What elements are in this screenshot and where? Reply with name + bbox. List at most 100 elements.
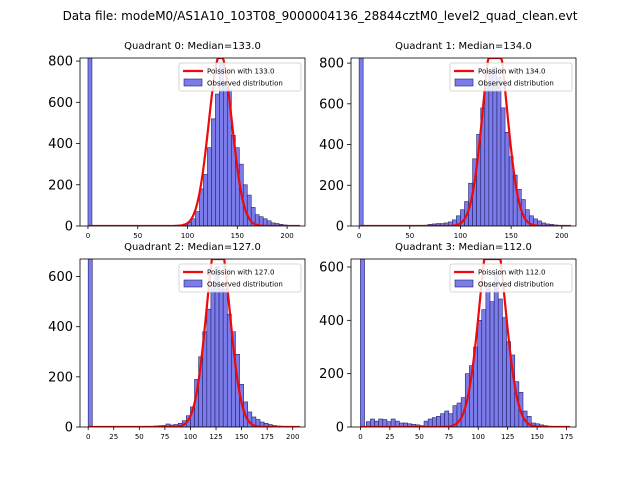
x-tick-label: 50 [405,232,414,240]
legend-fit-label: Poission with 134.0 [478,68,546,76]
histogram-bar [481,309,487,427]
histogram-bar [500,107,506,226]
histogram-bar [382,419,388,427]
x-tick-label: 0 [358,433,362,441]
histogram-bar [206,308,212,427]
poisson-fit-line [360,259,571,427]
histogram-bar [431,417,437,427]
legend-fit-label: Poission with 127.0 [207,269,275,277]
histogram-bar [211,118,216,226]
histogram-bar [489,301,495,427]
y-tick-label: 400 [48,320,73,335]
histogram-bars [139,62,300,226]
legend-observed-label: Observed distribution [207,80,283,88]
axes-frame [79,258,306,428]
x-tick-label: 125 [501,433,514,441]
histogram-bar [215,93,220,226]
histogram-bar [485,285,491,427]
legend-observed-swatch [454,279,474,288]
panel-0: 0 200 400 600 800 0 50 100 150 200 Quadrant 0: Med… [48,41,306,240]
legend-observed-label: Observed distribution [207,281,283,289]
x-tick-label: 150 [504,232,517,240]
x-tick-label: 0 [357,232,361,240]
axes-frame [350,258,577,428]
zero-bin-bar [87,58,93,226]
figure-title: Data file: modeM0/AS1A10_103T08_90000041… [63,9,578,23]
y-tick-label: 200 [319,179,344,194]
panels: 0 200 400 600 800 0 50 100 150 200 Quadrant 0: Med… [48,41,577,441]
x-tick-label: 200 [555,232,568,240]
x-tick-label: 0 [86,433,90,441]
histogram-bar [390,418,396,427]
x-tick-label: 175 [560,433,573,441]
plot-area [360,259,571,427]
histogram-bar [477,320,483,427]
y-tick-label: 0 [336,421,344,436]
x-tick-label: 25 [109,433,118,441]
axes-frame [350,57,577,227]
histogram-bar [222,288,228,427]
legend-observed-swatch [183,279,203,288]
histogram-bar [370,418,375,427]
y-tick-label: 0 [336,220,344,235]
histogram-bar [493,272,499,427]
histogram-bar [484,85,490,226]
legend: Poission with 133.0 Observed distribution [178,62,302,92]
x-tick-label: 50 [135,433,144,441]
x-tick-label: 125 [209,433,222,441]
histogram-bar [427,418,433,427]
legend: Poission with 112.0 Observed distribution [449,263,573,293]
x-tick-label: 25 [385,433,394,441]
y-tick-label: 400 [319,314,344,329]
panel-title: Quadrant 3: Median=112.0 [395,242,532,253]
histogram-bar [210,286,216,427]
axes-frame [79,57,306,227]
histogram-bar [223,81,228,226]
zero-bin-bar [87,259,93,427]
y-tick-label: 600 [48,270,73,285]
x-tick-label: 175 [260,433,273,441]
plot-area [87,259,300,427]
x-tick-label: 200 [280,232,293,240]
y-tick-label: 400 [319,138,344,153]
legend-observed-swatch [454,78,474,87]
x-tick-label: 200 [286,433,299,441]
histogram-bar [191,218,196,226]
histogram-bar [203,174,208,226]
panel-3: 0 200 400 600 0 25 50 75 100 125 150 175 Quadrant 3:… [319,242,577,441]
histogram-bar [504,132,510,226]
x-tick-label: 150 [231,232,244,240]
plot-area [358,58,572,226]
histogram-bar [488,70,494,226]
y-tick-label: 800 [48,55,73,70]
histogram-bar [195,211,200,226]
legend-frame [449,62,573,92]
histogram-bar [502,317,507,427]
x-tick-label: 100 [184,433,197,441]
x-tick-label: 100 [454,232,467,240]
y-tick-label: 0 [65,220,73,235]
x-tick-label: 150 [530,433,543,441]
histogram-bar [378,418,384,427]
histogram-bar [218,283,224,427]
legend-observed-swatch [183,78,203,87]
zero-bin-bar [360,259,365,427]
panel-2: 0 200 400 600 0 25 50 75 100 125 150 175 200 Quadrant… [48,242,306,441]
histogram-bar [496,77,502,226]
y-tick-label: 200 [48,178,73,193]
histogram-bar [207,147,212,226]
legend-frame [178,62,302,92]
legend-fit-label: Poission with 112.0 [478,269,546,277]
histogram-bar [440,413,445,427]
x-tick-label: 50 [133,232,142,240]
x-tick-label: 50 [415,433,424,441]
panel-1: 0 200 400 600 800 0 50 100 150 200 Quadrant 1: Med… [319,41,577,240]
zero-bin-bar [358,58,364,226]
x-tick-label: 0 [86,232,90,240]
panel-title: Quadrant 0: Median=133.0 [124,41,261,52]
y-tick-label: 600 [48,96,73,111]
x-tick-label: 75 [160,433,169,441]
histogram-bars [415,66,567,226]
legend-fit-label: Poission with 133.0 [207,68,275,76]
x-tick-label: 75 [444,433,453,441]
